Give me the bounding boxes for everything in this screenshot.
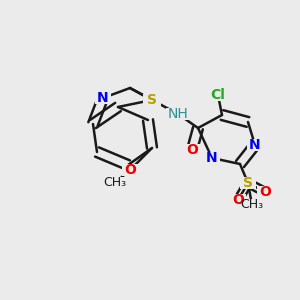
FancyBboxPatch shape	[247, 139, 263, 151]
FancyBboxPatch shape	[143, 94, 161, 106]
FancyBboxPatch shape	[184, 144, 200, 156]
Text: S: S	[243, 176, 253, 190]
Text: N: N	[206, 151, 218, 165]
FancyBboxPatch shape	[208, 89, 228, 101]
FancyBboxPatch shape	[257, 186, 273, 198]
Text: O: O	[186, 143, 198, 157]
FancyBboxPatch shape	[240, 177, 256, 189]
FancyBboxPatch shape	[230, 194, 246, 206]
FancyBboxPatch shape	[166, 108, 190, 120]
Text: CH₃: CH₃	[240, 199, 264, 212]
Text: NH: NH	[168, 107, 188, 121]
FancyBboxPatch shape	[95, 92, 111, 104]
FancyBboxPatch shape	[122, 164, 138, 176]
Text: S: S	[147, 93, 157, 107]
Text: N: N	[249, 138, 261, 152]
Text: O: O	[259, 185, 271, 199]
FancyBboxPatch shape	[238, 199, 266, 211]
FancyBboxPatch shape	[204, 152, 220, 164]
FancyBboxPatch shape	[101, 177, 129, 189]
Text: O: O	[232, 193, 244, 207]
Text: N: N	[97, 91, 109, 105]
Text: Cl: Cl	[211, 88, 225, 102]
Text: O: O	[124, 163, 136, 177]
Text: CH₃: CH₃	[103, 176, 127, 190]
